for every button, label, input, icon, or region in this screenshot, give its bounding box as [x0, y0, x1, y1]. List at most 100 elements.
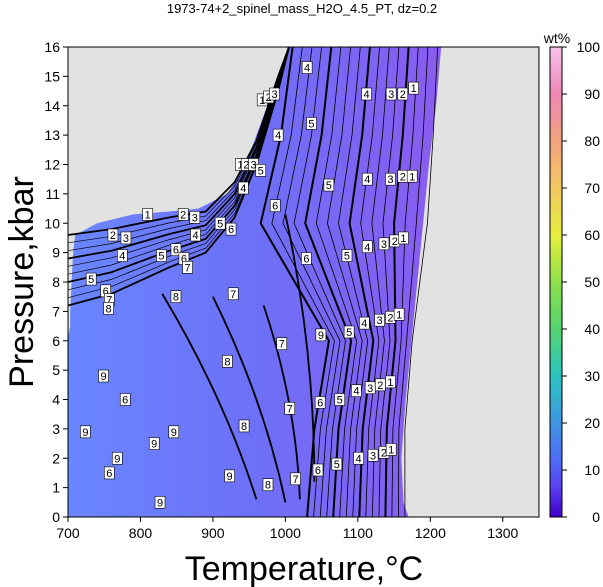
contour-label: 4 — [359, 316, 370, 330]
contour-label-box — [262, 478, 274, 491]
contour-label-text: 5 — [334, 459, 340, 471]
contour-label: 4 — [301, 61, 313, 75]
y-tick-label: 13 — [44, 127, 60, 143]
contour-label-box — [120, 231, 132, 245]
contour-label-text: 9 — [100, 371, 106, 383]
contour-label-text: 5 — [344, 251, 350, 263]
contour-line — [212, 296, 287, 503]
contour-label: 3 — [120, 231, 132, 245]
contour-label-box — [103, 302, 114, 315]
contour-label-box — [104, 466, 115, 480]
contour-label: 3 — [367, 449, 379, 462]
contour-label: 5 — [343, 325, 355, 339]
x-axis-title: Temperature,°C — [185, 550, 423, 587]
contour-label: 1 — [398, 231, 409, 245]
contour-label-box — [190, 228, 201, 242]
contour-label-text: 9 — [318, 330, 324, 342]
y-tick-label: 16 — [44, 39, 60, 55]
colorbar-tick-label: 100 — [577, 39, 601, 55]
x-tick-label: 1300 — [487, 525, 518, 541]
x-tick-label: 700 — [56, 525, 80, 541]
colorbar-tick-label: 20 — [584, 415, 600, 431]
contour-label-text: 6 — [303, 254, 309, 266]
colorbar-tick-label: 0 — [592, 509, 600, 525]
contour-label-box — [117, 249, 128, 262]
contour-label: 6 — [170, 243, 182, 257]
contour-label-box — [85, 272, 97, 286]
contour-label-text: 1 — [387, 377, 393, 389]
contour-label-text: 9 — [157, 497, 163, 509]
contour-label-box — [272, 128, 284, 142]
y-axis-title: Pressure,kbar — [3, 176, 41, 388]
contour-label-box — [182, 261, 193, 274]
contour-label: 2 — [397, 87, 409, 101]
contour-label-text: 1 — [237, 160, 243, 172]
y-tick-label: 8 — [52, 274, 60, 290]
contour-label: 7 — [290, 472, 301, 486]
contour-label-text: 2 — [243, 160, 249, 172]
contour-label-text: 7 — [184, 262, 190, 274]
contour-label-box — [238, 181, 249, 195]
contour-label: 1 — [393, 308, 405, 321]
contour-label-box — [214, 216, 226, 230]
colorbar-tick-label: 50 — [584, 274, 600, 290]
contour-label-box — [378, 237, 390, 251]
contour-label-text: 8 — [106, 303, 112, 315]
contour-label-text: 3 — [271, 89, 277, 101]
y-tick-label: 11 — [45, 186, 60, 202]
contour-label: 5 — [341, 249, 353, 263]
contour-label-box — [98, 369, 109, 383]
contour-label-box — [393, 308, 405, 321]
contour-label: 3 — [269, 87, 280, 101]
colorbar-tick-label: 60 — [584, 227, 600, 243]
contour-line — [371, 47, 390, 517]
contour-label-text: 3 — [192, 212, 198, 224]
contour-label-text: 5 — [258, 165, 264, 177]
contour-label: 1 — [406, 169, 418, 183]
contour-label: 1 — [142, 208, 154, 221]
contour-label-box — [154, 496, 166, 509]
contour-label-box — [225, 222, 237, 236]
contour-line — [326, 47, 363, 517]
contour-label-box — [301, 252, 312, 265]
contour-label-text: 2 — [400, 171, 406, 183]
contour-label-text: 9 — [114, 453, 120, 465]
contour-label: 3 — [189, 211, 201, 224]
contour-label-box — [238, 419, 250, 433]
contour-label-box — [312, 463, 324, 477]
y-tick-label: 2 — [52, 450, 60, 466]
contour-label: 2 — [375, 378, 386, 392]
y-tick-label: 9 — [52, 245, 60, 261]
contour-line — [398, 47, 429, 517]
contour-label: 3 — [385, 172, 396, 186]
contour-label: 7 — [276, 337, 288, 351]
contour-label-box — [353, 451, 364, 465]
contour-label: 7 — [284, 402, 296, 415]
contour-label-box — [111, 451, 123, 465]
contour-label: 9 — [224, 469, 235, 483]
contour-label-text: 9 — [171, 427, 177, 439]
contour-label: 8 — [238, 419, 250, 433]
contour-label-text: 7 — [287, 403, 293, 415]
y-tick-label: 4 — [52, 392, 60, 408]
contour-label-text: 9 — [227, 471, 233, 483]
contour-label: 8 — [222, 355, 233, 368]
contour-label: 4 — [238, 181, 249, 195]
contour-label-text: 3 — [367, 383, 373, 395]
contour-label-text: 4 — [353, 386, 359, 398]
contour-label-text: 4 — [119, 251, 125, 263]
colorbar-tick-label: 80 — [584, 133, 600, 149]
contour-label-box — [170, 290, 182, 303]
contour-line — [282, 47, 341, 517]
contour-line — [338, 47, 369, 517]
contour-label-text: 2 — [392, 236, 398, 248]
colorbar-tick-label: 90 — [584, 86, 600, 102]
chart-title: 1973-74+2_spinel_mass_H2O_4.5_PT, dz=0.2 — [167, 1, 437, 16]
contour-label-box — [385, 443, 397, 456]
contour-label: 5 — [334, 393, 346, 407]
contour-label-box — [306, 117, 317, 130]
contour-label: 1 — [408, 81, 419, 95]
contour-label-box — [276, 337, 288, 350]
contour-label-box — [189, 211, 201, 224]
